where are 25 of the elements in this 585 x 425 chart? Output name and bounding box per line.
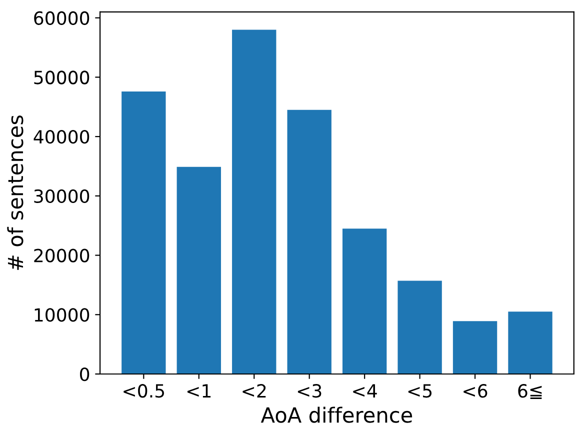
y-tick-label: 30000 [34,189,90,204]
x-tick-label: <4 [353,384,377,398]
y-tick-label: 20000 [34,248,90,262]
x-tick-label: <0.5 [124,384,164,398]
x-axis-title: AoA difference [260,406,412,423]
bar [122,91,166,374]
x-tick-label: <1 [187,384,211,398]
x-tick-label: <3 [298,384,322,398]
y-tick-label: 60000 [34,11,90,25]
bar [452,321,498,374]
y-axis-title: # of sentences [7,115,24,270]
bar [176,166,221,374]
bar [287,110,332,374]
x-tick-label: 6≦ [518,384,542,399]
x-tick-label: <2 [242,384,266,398]
bar [508,312,552,374]
y-tick-label: 0 [80,367,90,382]
y-tick-label: 50000 [34,70,90,84]
bar [342,228,387,374]
bar [398,280,442,374]
y-tick-label: 40000 [34,130,90,144]
x-tick-label: <6 [464,384,488,398]
bar [232,30,276,374]
y-tick-label: 10000 [34,308,90,322]
x-tick-label: <5 [408,384,432,398]
